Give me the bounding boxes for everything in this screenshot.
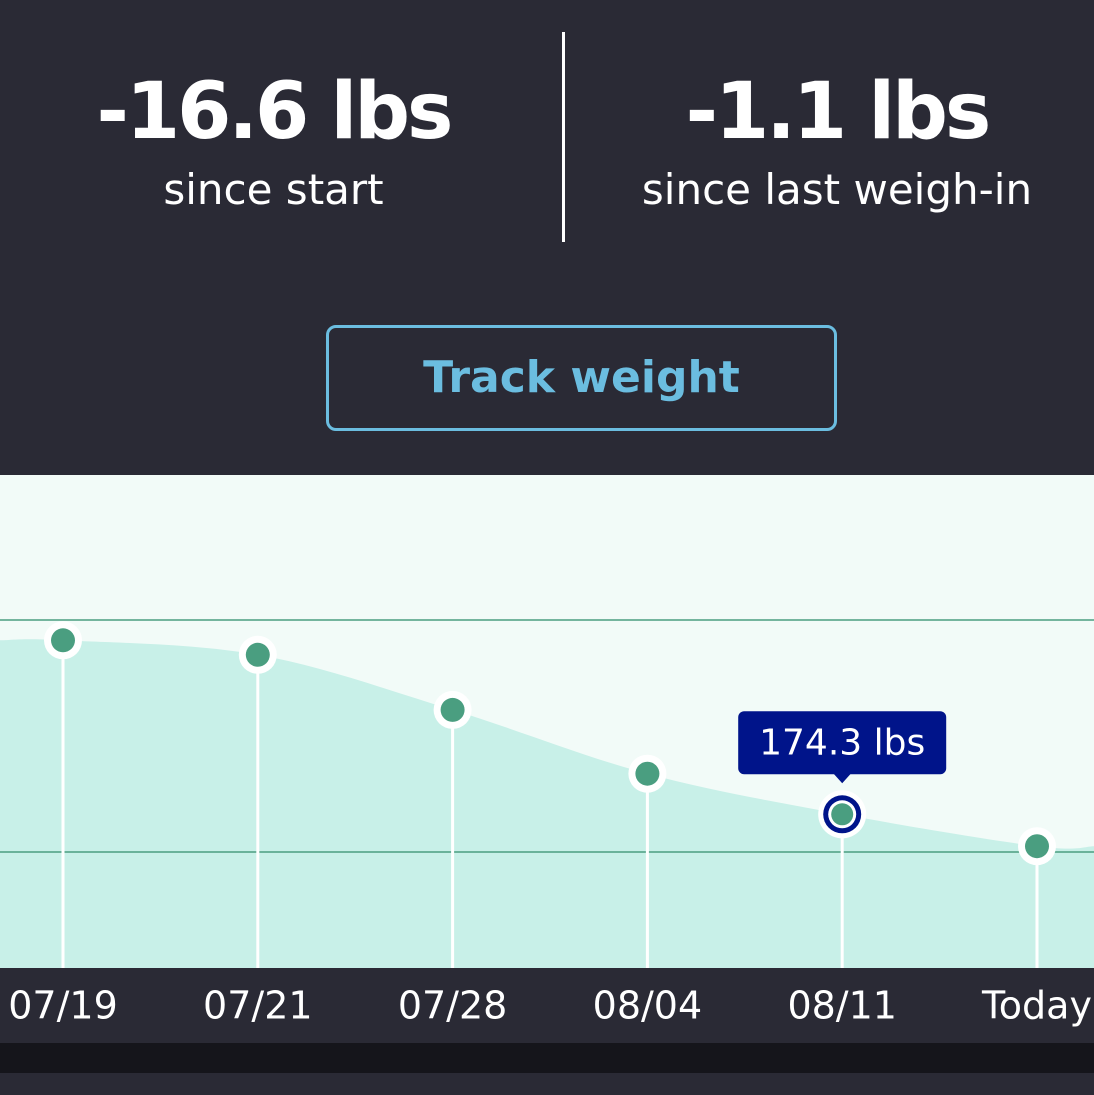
x-tick-label: 08/11	[787, 984, 897, 1028]
point	[245, 642, 270, 667]
x-tick-label: 07/21	[203, 984, 313, 1028]
stat: -16.6 lbs since start	[0, 62, 547, 218]
scrollbar	[0, 1043, 1094, 1073]
x-tick-label: 08/04	[593, 984, 703, 1028]
stat-label: since start	[163, 165, 384, 214]
summary: -16.6 lbs since start -1.1 lbs since las…	[0, 0, 1094, 475]
point	[831, 803, 854, 826]
x-tick-label: Today	[981, 984, 1092, 1028]
x-axis-band	[0, 968, 1094, 1043]
divider	[562, 32, 565, 242]
tooltip-arrow	[833, 773, 852, 784]
x-tick-label: 07/28	[398, 984, 508, 1028]
footer	[0, 1073, 1094, 1095]
stat-value: -1.1 lbs	[685, 67, 992, 157]
point	[51, 628, 75, 653]
stat: -1.1 lbs since last weigh-in	[580, 62, 1094, 218]
track-weight-button[interactable]: Track weight	[326, 325, 837, 431]
x-tick-label: 07/19	[8, 984, 118, 1028]
point	[440, 697, 465, 722]
stat-value: -16.6 lbs	[96, 67, 454, 157]
tooltip	[738, 711, 947, 775]
value-label: 174.3 lbs	[759, 722, 925, 763]
stat-label: since last weigh-in	[641, 165, 1033, 214]
area	[0, 639, 1094, 968]
point	[635, 761, 660, 786]
point	[1025, 834, 1049, 859]
